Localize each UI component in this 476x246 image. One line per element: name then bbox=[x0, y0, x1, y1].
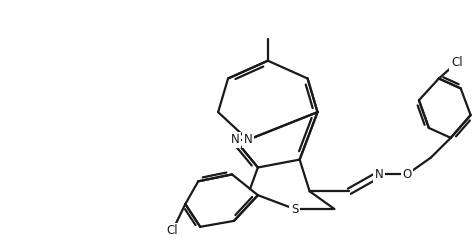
Text: Cl: Cl bbox=[451, 56, 463, 69]
Text: S: S bbox=[291, 202, 298, 215]
Text: O: O bbox=[402, 168, 412, 181]
Text: Cl: Cl bbox=[167, 224, 178, 237]
Text: N: N bbox=[231, 133, 239, 146]
Text: N: N bbox=[244, 133, 252, 146]
Text: N: N bbox=[375, 168, 384, 181]
